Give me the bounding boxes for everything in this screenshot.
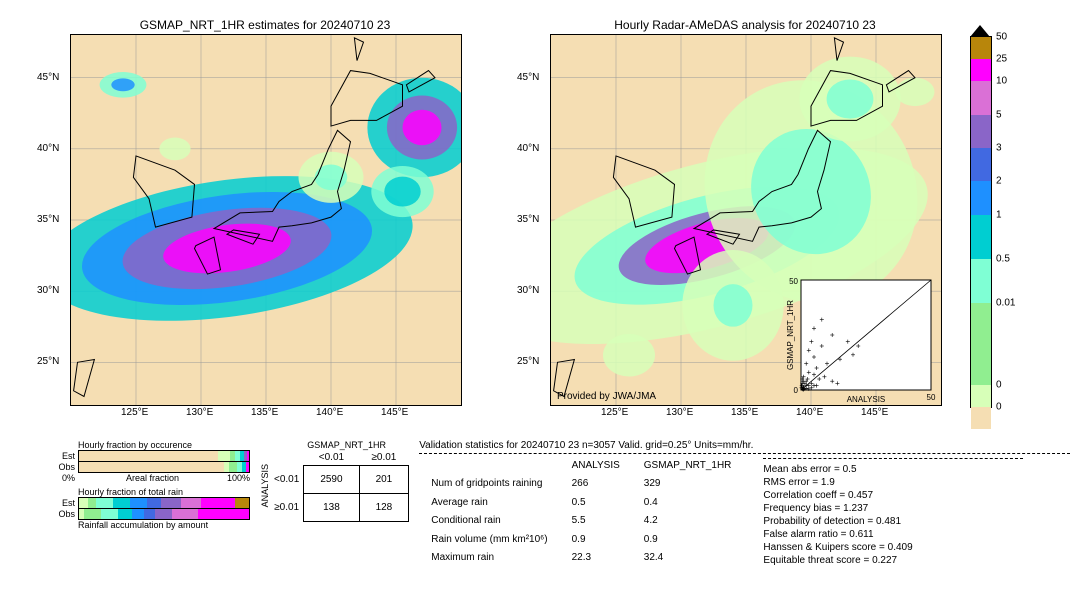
xtick: 140°E — [796, 407, 823, 418]
ytick: 30°N — [517, 285, 539, 296]
provided-text: Provided by JWA/JMA — [557, 391, 656, 402]
xtick: 135°E — [731, 407, 758, 418]
ytick: 45°N — [517, 72, 539, 83]
colorbar-tick: 10 — [996, 76, 1007, 87]
xtick: 125°E — [601, 407, 628, 418]
fraction-row: Obs — [50, 509, 250, 519]
row-head-label: ANALYSIS — [260, 464, 270, 507]
xtick: 145°E — [381, 407, 408, 418]
ytick: 45°N — [37, 72, 59, 83]
map-right-title: Hourly Radar-AMeDAS analysis for 2024071… — [550, 18, 940, 32]
ytick: 25°N — [517, 356, 539, 367]
map-left: 125°E130°E135°E140°E145°E25°N30°N35°N40°… — [70, 34, 462, 406]
colorbar-tick: 2 — [996, 176, 1002, 187]
map-right-svg: ANALYSIS GSMAP_NRT_1HR 0 50 50 — [551, 35, 941, 405]
validation-title: Validation statistics for 20240710 23 n=… — [419, 440, 753, 451]
svg-text:0: 0 — [794, 386, 799, 395]
xtick: 125°E — [121, 407, 148, 418]
contingency-table: GSMAP_NRT_1HR ANALYSIS <0.01≥0.01 <0.012… — [260, 440, 409, 567]
metric-row: Probability of detection = 0.481 — [763, 515, 1023, 528]
svg-text:50: 50 — [789, 277, 798, 286]
ytick: 40°N — [517, 143, 539, 154]
bottom-section: Hourly fraction by occurence EstObs 0%Ar… — [10, 440, 1070, 567]
svg-text:ANALYSIS: ANALYSIS — [847, 395, 886, 404]
xtick: 145°E — [861, 407, 888, 418]
xtick: 135°E — [251, 407, 278, 418]
colorbar: 50251053210.50.0100 — [970, 36, 992, 408]
svg-text:GSMAP_NRT_1HR: GSMAP_NRT_1HR — [786, 300, 795, 370]
xtick: 130°E — [666, 407, 693, 418]
colorbar-tick: 1 — [996, 209, 1002, 220]
metric-row: Correlation coeff = 0.457 — [763, 489, 1023, 502]
ytick: 30°N — [37, 285, 59, 296]
ytick: 35°N — [37, 214, 59, 225]
colorbar-tick: 0 — [996, 402, 1002, 413]
colorbar-tick: 0.01 — [996, 298, 1015, 309]
metric-row: Hanssen & Kuipers score = 0.409 — [763, 541, 1023, 554]
map-right-panel: Hourly Radar-AMeDAS analysis for 2024071… — [550, 18, 940, 406]
map-left-title: GSMAP_NRT_1HR estimates for 20240710 23 — [70, 18, 460, 32]
metric-row: Mean abs error = 0.5 — [763, 463, 1023, 476]
fraction-title1: Hourly fraction by occurence — [78, 440, 250, 450]
fraction-bars: Hourly fraction by occurence EstObs 0%Ar… — [50, 440, 250, 567]
fraction-title2: Hourly fraction of total rain — [78, 487, 250, 497]
ytick: 40°N — [37, 143, 59, 154]
colorbar-tick: 5 — [996, 109, 1002, 120]
metric-row: Frequency bias = 1.237 — [763, 502, 1023, 515]
validation-metrics: Mean abs error = 0.5RMS error = 1.9Corre… — [763, 456, 1023, 567]
ytick: 25°N — [37, 356, 59, 367]
colorbar-tick: 25 — [996, 54, 1007, 65]
colorbar-tick: 3 — [996, 143, 1002, 154]
metric-row: RMS error = 1.9 — [763, 476, 1023, 489]
map-left-svg — [71, 35, 461, 405]
figure-container: GSMAP_NRT_1HR estimates for 20240710 23 … — [10, 10, 1070, 602]
map-right: ANALYSIS GSMAP_NRT_1HR 0 50 50 Provided by J… — [550, 34, 942, 406]
metric-row: False alarm ratio = 0.611 — [763, 528, 1023, 541]
colorbar-tick: 0 — [996, 379, 1002, 390]
ytick: 35°N — [517, 214, 539, 225]
validation-table: ANALYSISGSMAP_NRT_1HRNum of gridpoints r… — [419, 456, 743, 567]
colorbar-tick: 50 — [996, 32, 1007, 43]
fraction-footer: Rainfall accumulation by amount — [78, 520, 250, 530]
fraction-row: Obs — [50, 462, 250, 472]
xtick: 130°E — [186, 407, 213, 418]
xtick: 140°E — [316, 407, 343, 418]
contingency: <0.01≥0.01 <0.012590201 ≥0.01138128 — [270, 450, 409, 522]
fraction-row: Est — [50, 498, 250, 508]
metric-row: Equitable threat score = 0.227 — [763, 554, 1023, 567]
svg-text:50: 50 — [927, 393, 936, 402]
validation-panel: Validation statistics for 20240710 23 n=… — [419, 440, 1070, 567]
map-left-panel: GSMAP_NRT_1HR estimates for 20240710 23 … — [70, 18, 460, 406]
colorbar-tick: 0.5 — [996, 254, 1010, 265]
fraction-row: Est — [50, 451, 250, 461]
